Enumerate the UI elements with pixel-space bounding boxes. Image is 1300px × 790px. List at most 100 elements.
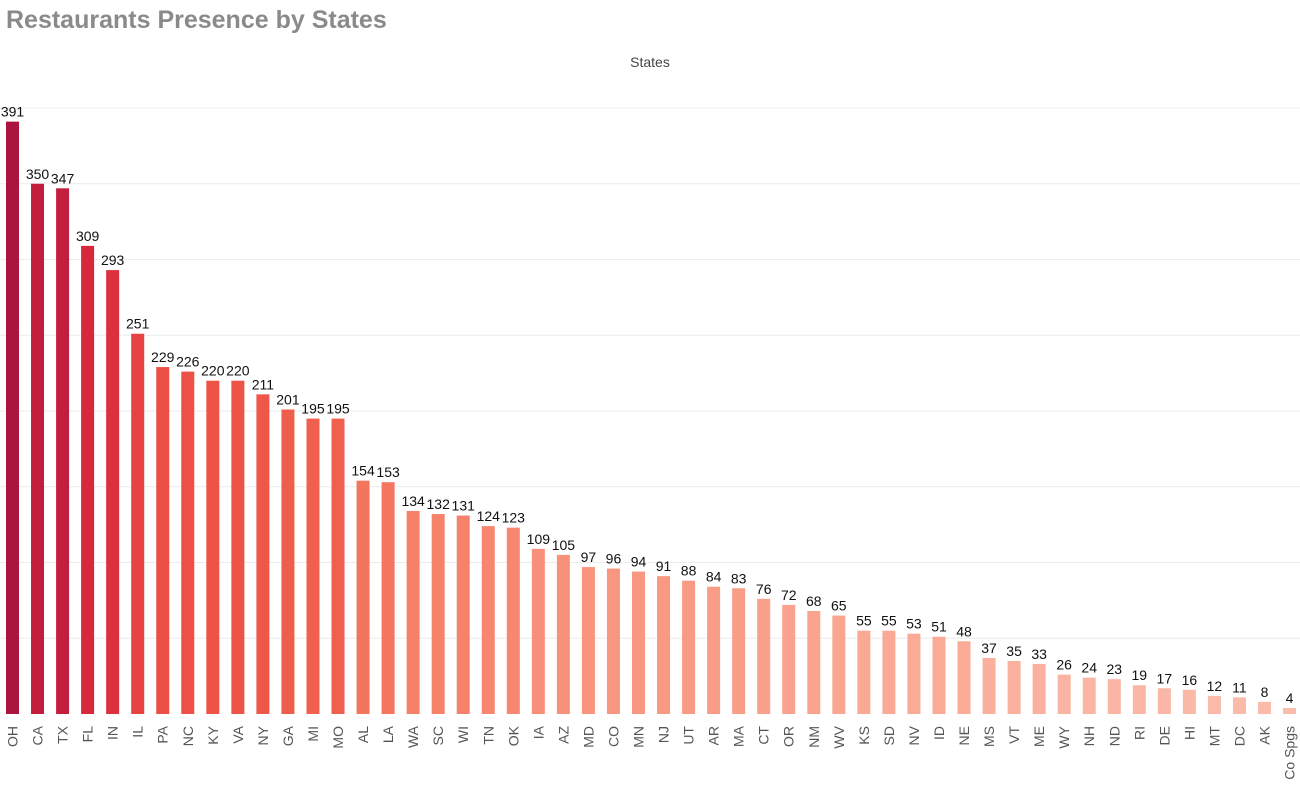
value-label: 83 xyxy=(731,570,747,586)
value-label: 55 xyxy=(856,613,872,629)
bar-ca[interactable] xyxy=(31,183,45,714)
bar-tn[interactable] xyxy=(481,526,495,714)
value-label: 195 xyxy=(301,401,325,417)
bar-nh[interactable] xyxy=(1082,677,1096,714)
bar-ok[interactable] xyxy=(506,527,520,714)
bar-md[interactable] xyxy=(581,567,595,714)
bar-co-spgs[interactable] xyxy=(1283,707,1297,714)
x-tick-label: ME xyxy=(1031,726,1047,747)
value-label: 211 xyxy=(252,376,275,392)
value-label: 220 xyxy=(226,363,250,379)
bar-ct[interactable] xyxy=(757,598,771,714)
value-label: 72 xyxy=(781,587,797,603)
x-tick-label: TX xyxy=(55,725,71,744)
bar-wv[interactable] xyxy=(832,615,846,714)
bar-ma[interactable] xyxy=(732,588,746,714)
bar-mi[interactable] xyxy=(306,418,320,714)
x-tick-label: NC xyxy=(180,726,196,746)
bar-mn[interactable] xyxy=(632,571,645,714)
x-axis-ticks: OH CA TX FL IN IL PA NC KY VA NY GA MI MO AL LA WA SC WI TN… xyxy=(5,725,1298,779)
bar-az[interactable] xyxy=(556,554,570,714)
bar-ga[interactable] xyxy=(281,409,295,714)
gridlines xyxy=(0,107,1300,639)
bar-vt[interactable] xyxy=(1007,660,1021,714)
x-tick-label: MD xyxy=(580,726,596,748)
bar-ms[interactable] xyxy=(982,657,996,714)
x-tick-label: WY xyxy=(1056,725,1072,748)
bar-nc[interactable] xyxy=(181,371,195,714)
bar-ny[interactable] xyxy=(256,394,270,714)
x-tick-label: MT xyxy=(1206,726,1222,747)
value-label: 12 xyxy=(1207,678,1223,694)
bar-ar[interactable] xyxy=(707,586,721,714)
x-tick-label: WA xyxy=(405,725,421,748)
x-tick-label: IN xyxy=(105,726,121,740)
bar-ut[interactable] xyxy=(682,580,696,714)
value-label: 51 xyxy=(931,619,947,635)
bar-dc[interactable] xyxy=(1232,697,1246,714)
x-tick-label: MO xyxy=(330,726,346,749)
value-label: 76 xyxy=(756,581,772,597)
bar-oh[interactable] xyxy=(6,121,19,714)
value-label: 17 xyxy=(1157,670,1173,686)
value-label: 4 xyxy=(1286,690,1294,706)
value-label: 48 xyxy=(956,623,972,639)
x-tick-label: RI xyxy=(1131,726,1147,740)
value-label: 309 xyxy=(76,228,100,244)
bar-ky[interactable] xyxy=(206,380,220,714)
bar-pa[interactable] xyxy=(156,367,170,714)
bar-fl[interactable] xyxy=(81,245,95,714)
bar-tx[interactable] xyxy=(56,188,70,715)
x-tick-label: NH xyxy=(1081,726,1097,746)
bar-va[interactable] xyxy=(231,380,245,714)
bar-wa[interactable] xyxy=(406,510,420,714)
bar-me[interactable] xyxy=(1032,664,1046,714)
bar-ne[interactable] xyxy=(957,641,971,714)
value-label: 24 xyxy=(1081,660,1097,676)
bar-wi[interactable] xyxy=(456,515,470,714)
bar-sd[interactable] xyxy=(882,630,896,714)
value-label: 195 xyxy=(326,401,350,417)
bar-ks[interactable] xyxy=(857,630,871,714)
bar-nm[interactable] xyxy=(807,610,821,714)
x-tick-label: CT xyxy=(756,726,772,745)
x-tick-label: TN xyxy=(480,726,496,745)
bar-co[interactable] xyxy=(606,568,620,714)
bar-de[interactable] xyxy=(1157,688,1171,714)
bar-mt[interactable] xyxy=(1207,695,1221,714)
value-label: 220 xyxy=(201,363,225,379)
value-label: 55 xyxy=(881,613,897,629)
value-label: 8 xyxy=(1261,684,1269,700)
value-label: 131 xyxy=(452,498,476,514)
value-label: 65 xyxy=(831,598,847,614)
bar-sc[interactable] xyxy=(431,514,445,714)
bar-ri[interactable] xyxy=(1132,685,1146,714)
x-tick-label: MI xyxy=(305,726,321,742)
bar-in[interactable] xyxy=(106,270,120,714)
bar-nv[interactable] xyxy=(907,633,921,715)
value-label: 26 xyxy=(1056,657,1072,673)
bar-mo[interactable] xyxy=(331,418,345,714)
x-tick-label: WV xyxy=(831,725,847,748)
bar-ak[interactable] xyxy=(1258,701,1271,714)
bar-or[interactable] xyxy=(782,604,796,714)
bar-hi[interactable] xyxy=(1182,689,1196,714)
bar-ia[interactable] xyxy=(531,548,545,714)
bar-id[interactable] xyxy=(932,636,946,715)
bar-al[interactable] xyxy=(356,480,370,714)
x-tick-label: IL xyxy=(130,726,146,738)
bar-nj[interactable] xyxy=(657,576,671,714)
bar-nd[interactable] xyxy=(1107,679,1121,714)
value-label: 35 xyxy=(1006,643,1022,659)
x-tick-label: OR xyxy=(781,726,797,747)
x-tick-label: NY xyxy=(255,725,271,745)
bar-la[interactable] xyxy=(381,482,395,714)
legend-title: States xyxy=(630,54,670,70)
bar-il[interactable] xyxy=(131,333,145,714)
x-tick-label: VT xyxy=(1006,726,1022,744)
value-label: 37 xyxy=(981,640,997,656)
x-tick-label: ND xyxy=(1106,726,1122,746)
bar-wy[interactable] xyxy=(1057,674,1071,714)
value-label: 33 xyxy=(1031,646,1047,662)
x-tick-label: Co Spgs xyxy=(1282,726,1298,780)
